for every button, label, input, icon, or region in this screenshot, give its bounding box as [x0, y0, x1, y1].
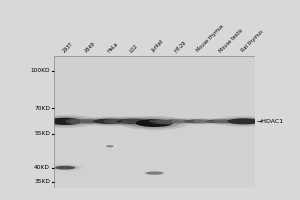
Ellipse shape — [51, 119, 73, 124]
Ellipse shape — [142, 171, 167, 175]
Ellipse shape — [58, 119, 79, 124]
Ellipse shape — [40, 116, 90, 126]
Ellipse shape — [55, 166, 75, 170]
Ellipse shape — [86, 117, 133, 125]
Ellipse shape — [214, 116, 274, 127]
Text: Mouse testis: Mouse testis — [218, 28, 244, 53]
Ellipse shape — [93, 119, 127, 124]
Ellipse shape — [149, 118, 205, 125]
Text: 55KD: 55KD — [34, 131, 50, 136]
Text: 40KD: 40KD — [34, 165, 50, 170]
Text: 70KD: 70KD — [34, 106, 50, 111]
Ellipse shape — [146, 171, 164, 175]
Ellipse shape — [104, 116, 160, 126]
Ellipse shape — [126, 119, 144, 123]
Ellipse shape — [171, 118, 227, 125]
Ellipse shape — [82, 120, 97, 123]
Ellipse shape — [33, 115, 97, 128]
Ellipse shape — [103, 144, 117, 148]
Ellipse shape — [120, 119, 139, 123]
Ellipse shape — [75, 119, 100, 123]
Ellipse shape — [116, 119, 148, 124]
Ellipse shape — [120, 116, 189, 130]
Text: LO2: LO2 — [129, 43, 139, 53]
Text: HT-29: HT-29 — [173, 40, 187, 53]
Ellipse shape — [97, 119, 117, 123]
Text: Rat thymus: Rat thymus — [240, 29, 264, 53]
Ellipse shape — [220, 117, 267, 126]
Ellipse shape — [47, 118, 83, 125]
Ellipse shape — [165, 120, 183, 123]
Ellipse shape — [70, 118, 105, 124]
Ellipse shape — [106, 145, 114, 147]
Ellipse shape — [128, 117, 181, 129]
Text: Mouse thymus: Mouse thymus — [196, 24, 225, 53]
Ellipse shape — [110, 117, 154, 125]
Ellipse shape — [65, 118, 110, 125]
Ellipse shape — [206, 119, 237, 123]
Text: 35KD: 35KD — [34, 179, 50, 184]
Ellipse shape — [215, 120, 234, 123]
Ellipse shape — [231, 119, 251, 123]
Ellipse shape — [227, 118, 261, 124]
Ellipse shape — [177, 119, 221, 124]
Ellipse shape — [146, 120, 169, 126]
Ellipse shape — [187, 120, 206, 123]
Ellipse shape — [47, 164, 83, 171]
Text: →HDAC1: →HDAC1 — [257, 119, 284, 124]
Ellipse shape — [140, 120, 163, 126]
Ellipse shape — [103, 119, 123, 123]
Ellipse shape — [193, 120, 211, 123]
Ellipse shape — [161, 119, 193, 123]
Ellipse shape — [209, 120, 228, 123]
Ellipse shape — [138, 170, 171, 176]
Text: Jurkat: Jurkat — [151, 39, 165, 53]
Text: 293T: 293T — [61, 41, 74, 53]
Text: A549: A549 — [84, 41, 97, 53]
Ellipse shape — [237, 119, 257, 123]
Ellipse shape — [194, 118, 250, 125]
Ellipse shape — [184, 119, 215, 123]
Ellipse shape — [104, 145, 115, 148]
Text: HeLa: HeLa — [106, 41, 119, 53]
Text: 100KD: 100KD — [31, 68, 50, 73]
Ellipse shape — [80, 116, 140, 126]
Ellipse shape — [170, 120, 189, 123]
Ellipse shape — [200, 119, 243, 124]
Ellipse shape — [78, 120, 93, 123]
Ellipse shape — [136, 119, 173, 127]
Ellipse shape — [155, 119, 199, 124]
Ellipse shape — [51, 165, 79, 170]
